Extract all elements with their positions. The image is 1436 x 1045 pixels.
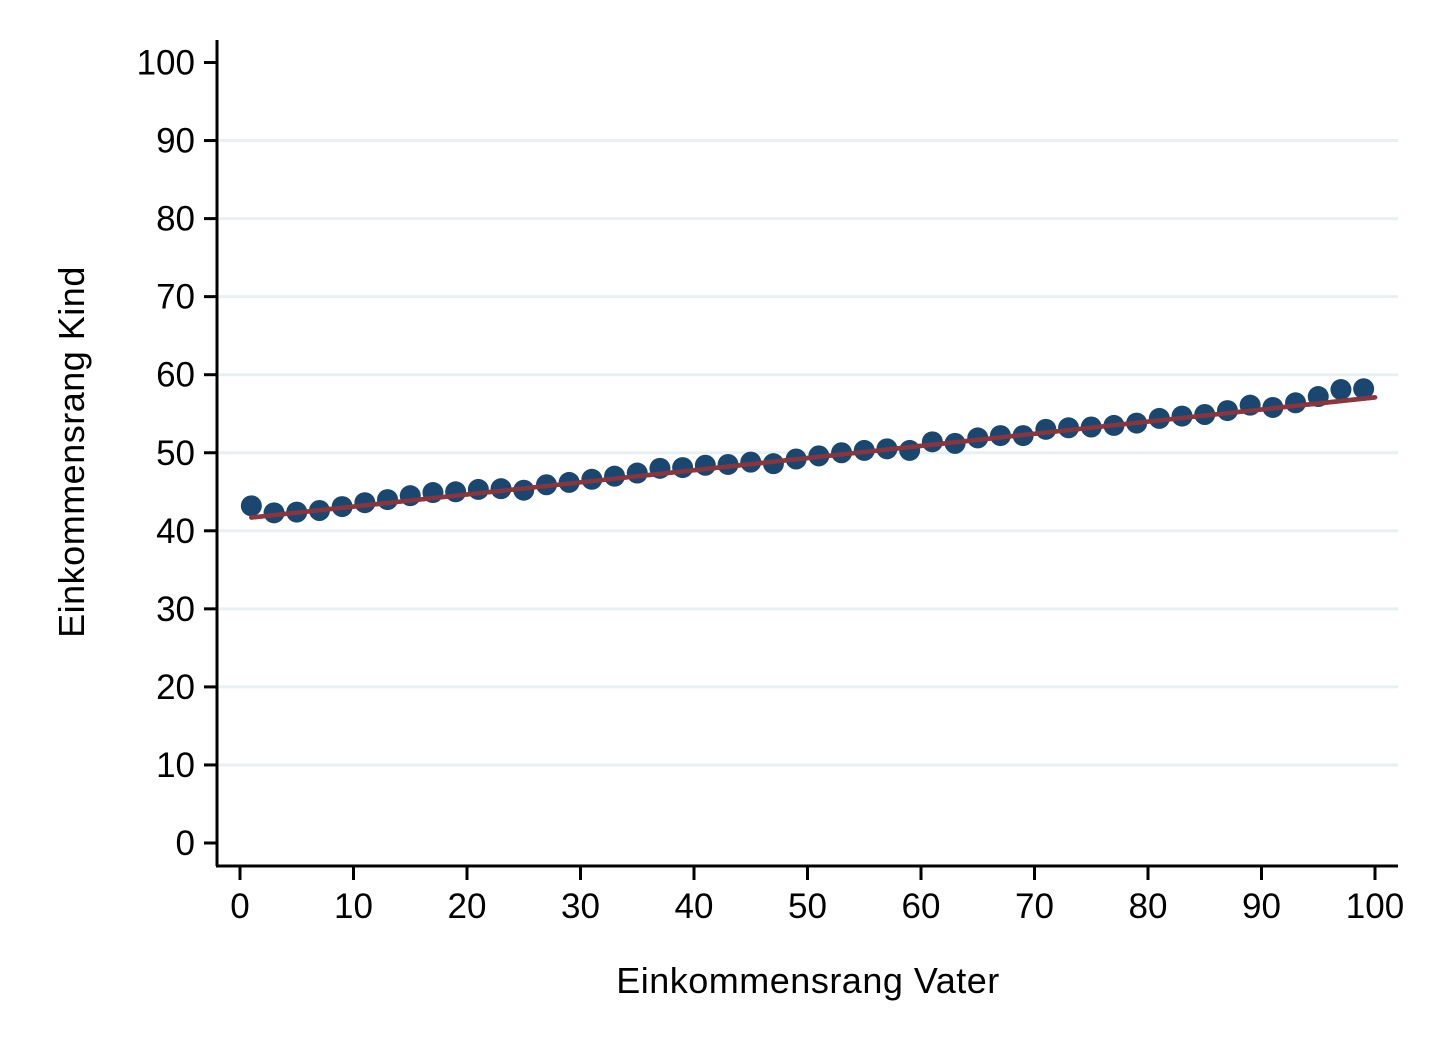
y-tick-label-30: 30 (156, 590, 195, 629)
data-point-x1 (240, 495, 262, 517)
x-tick-label-0: 0 (230, 887, 249, 926)
x-tick-label-60: 60 (902, 887, 941, 926)
data-point-x59 (899, 439, 921, 461)
y-tick-label-20: 20 (156, 668, 195, 707)
x-tick-label-90: 90 (1242, 887, 1281, 926)
x-tick-label-100: 100 (1346, 887, 1404, 926)
fit-line-overlay (249, 395, 1378, 520)
x-tick-label-70: 70 (1015, 887, 1054, 926)
y-tick-label-50: 50 (156, 434, 195, 473)
y-axis-title: Einkommensrang Kind (51, 266, 92, 638)
data-point-x39 (672, 457, 694, 479)
x-tick-label-80: 80 (1129, 887, 1168, 926)
y-tick-label-10: 10 (156, 746, 195, 785)
x-axis-title: Einkommensrang Vater (616, 960, 1000, 1001)
y-tick-label-60: 60 (156, 356, 195, 395)
y-tick-label-90: 90 (156, 122, 195, 161)
y-tick-label-0: 0 (176, 824, 195, 863)
y-tick-label-100: 100 (137, 44, 195, 83)
data-point-x71 (1035, 418, 1057, 440)
y-tick-label-40: 40 (156, 512, 195, 551)
data-point-x99 (1353, 378, 1375, 400)
data-point-x19 (445, 481, 467, 503)
data-point-x97 (1330, 379, 1352, 401)
data-point-x73 (1058, 417, 1080, 439)
x-tick-label-40: 40 (675, 887, 714, 926)
x-tick-label-20: 20 (448, 887, 487, 926)
y-tick-label-70: 70 (156, 278, 195, 317)
x-tick-label-30: 30 (561, 887, 600, 926)
x-tick-label-50: 50 (788, 887, 827, 926)
data-point-x13 (377, 489, 399, 511)
data-point-x21 (467, 478, 489, 500)
x-tick-label-10: 10 (334, 887, 373, 926)
data-point-x41 (694, 454, 716, 476)
y-tick-label-80: 80 (156, 200, 195, 239)
data-point-x35 (626, 462, 648, 484)
